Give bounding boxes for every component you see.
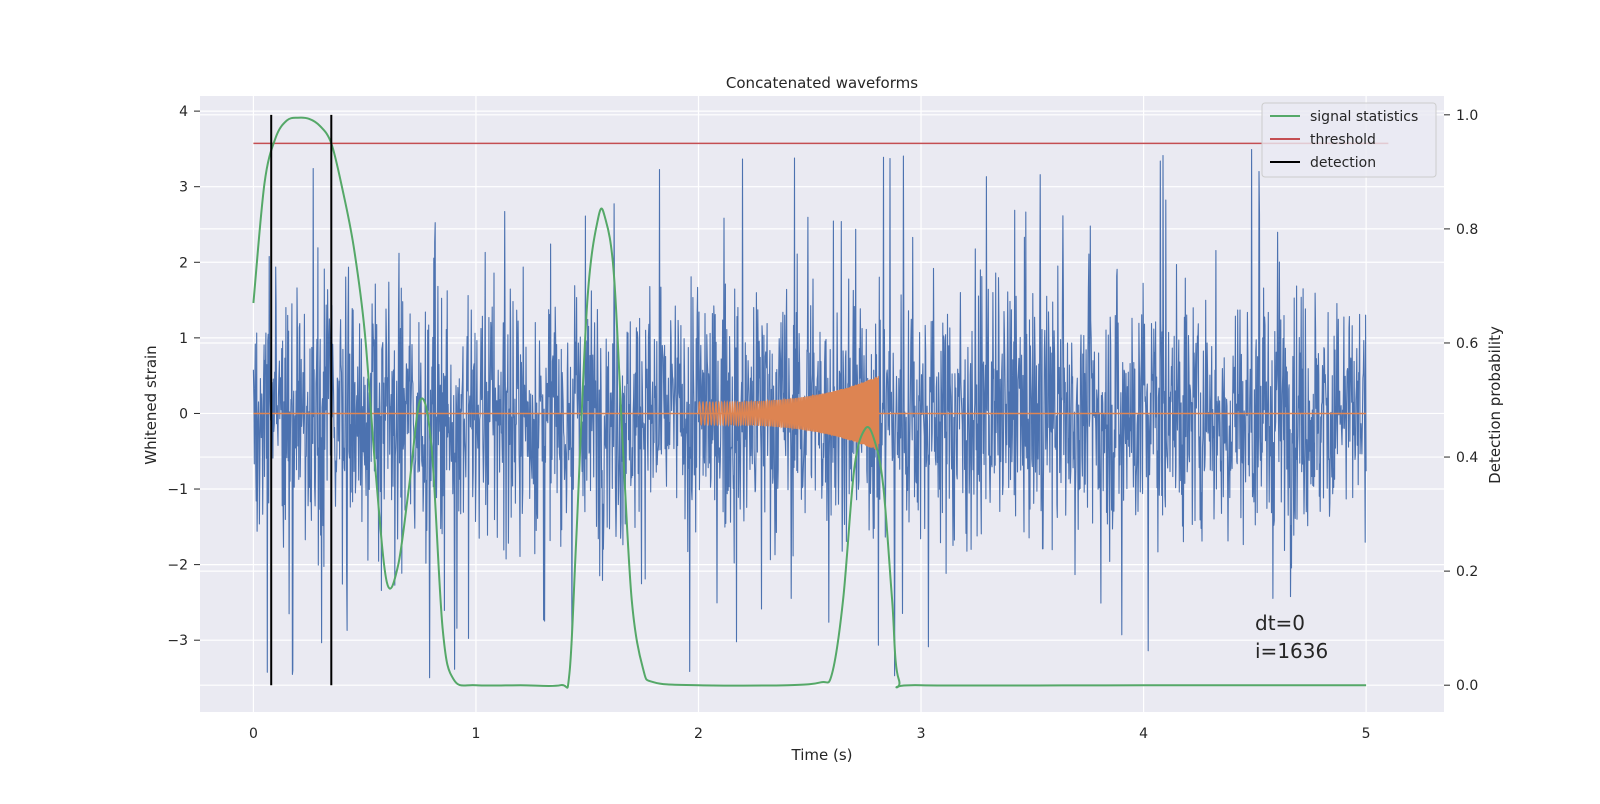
y-tick-label: 1 <box>179 331 188 347</box>
legend: signal statistics threshold detection <box>1261 102 1437 178</box>
annotation-dt: dt=0 <box>1255 611 1305 635</box>
y-tick-label: 3 <box>179 180 188 196</box>
y-axis-label: Whitened strain <box>142 345 160 464</box>
x-tick-label: 2 <box>694 726 703 742</box>
y-tick-label: −1 <box>167 482 188 498</box>
y-right-tick-label: 0.4 <box>1456 450 1478 466</box>
detection-series <box>270 114 333 686</box>
y-tick-label: 0 <box>179 406 188 422</box>
x-tick-label: 5 <box>1362 726 1371 742</box>
chart-title: Concatenated waveforms <box>726 74 918 92</box>
legend-box <box>1261 102 1437 178</box>
annotation-index: i=1636 <box>1255 639 1328 663</box>
chirp-series <box>253 376 1367 450</box>
x-tick-label: 3 <box>917 726 926 742</box>
y-tick-label: 2 <box>179 255 188 271</box>
legend-label-signal-statistics: signal statistics <box>1310 109 1418 125</box>
y-right-tick-label: 0.2 <box>1456 564 1478 580</box>
signal-statistics-series <box>252 116 1367 689</box>
chirp-line <box>697 376 880 450</box>
legend-label-threshold: threshold <box>1310 132 1376 148</box>
y-right-tick-label: 0.0 <box>1456 678 1478 694</box>
x-tick-label: 1 <box>471 726 480 742</box>
y-right-tick-label: 0.6 <box>1456 336 1478 352</box>
y-right-tick-label: 1.0 <box>1456 108 1478 124</box>
legend-label-detection: detection <box>1310 155 1376 171</box>
x-tick-label: 0 <box>249 726 258 742</box>
signal-statistics-line <box>252 116 1367 689</box>
tick-layer: 0 1 2 3 4 5 −3 −2 −1 0 1 2 3 4 0.0 0.2 0.4 0.6 0.8 1.0 <box>167 104 1478 742</box>
x-tick-label: 4 <box>1139 726 1148 742</box>
noise-series <box>252 148 1367 679</box>
noise-line <box>252 148 1367 679</box>
y-axis-right-label: Detection probability <box>1486 326 1504 484</box>
y-tick-label: 4 <box>179 104 188 120</box>
x-axis-label: Time (s) <box>791 746 853 764</box>
y-tick-label: −3 <box>167 633 188 649</box>
y-right-tick-label: 0.8 <box>1456 222 1478 238</box>
y-tick-label: −2 <box>167 558 188 574</box>
